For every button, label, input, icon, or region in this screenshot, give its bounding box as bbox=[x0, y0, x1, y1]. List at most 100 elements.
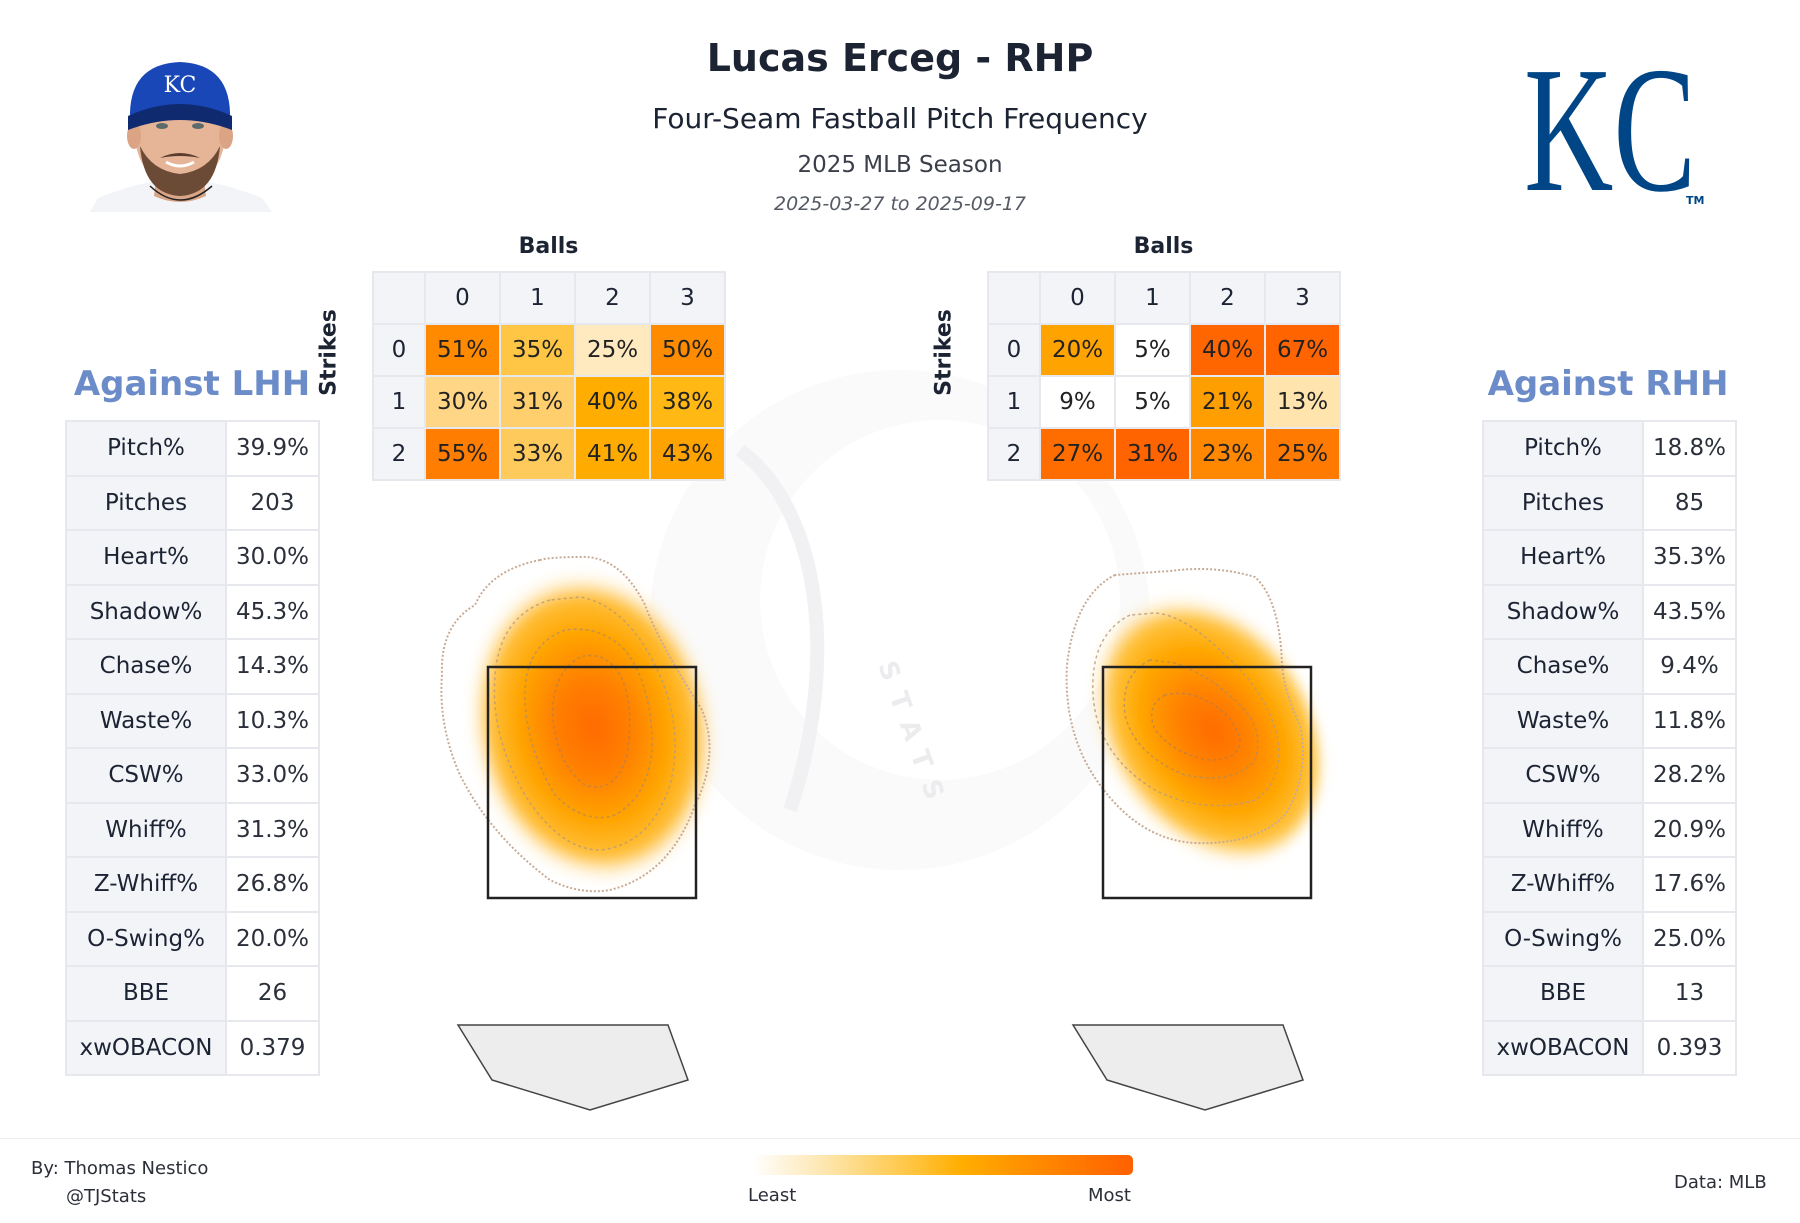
contour-line bbox=[440, 555, 711, 893]
stat-row: CSW% 33.0% bbox=[65, 747, 320, 804]
stat-value: 85 bbox=[1642, 474, 1737, 531]
stat-value: 11.8% bbox=[1642, 692, 1737, 749]
count-cell: 40% bbox=[574, 375, 651, 429]
count-cell: 55% bbox=[424, 427, 501, 481]
stat-label: Shadow% bbox=[1482, 583, 1644, 640]
stat-value: 20.9% bbox=[1642, 801, 1737, 858]
ball-header: 3 bbox=[649, 271, 726, 325]
stat-row: Waste% 10.3% bbox=[65, 692, 320, 749]
stat-row: BBE 26 bbox=[65, 965, 320, 1022]
strike-header: 0 bbox=[987, 323, 1041, 377]
count-cell: 27% bbox=[1039, 427, 1116, 481]
ball-header: 0 bbox=[1039, 271, 1116, 325]
contour-line bbox=[1065, 568, 1304, 845]
rhh-title: Against RHH bbox=[1487, 364, 1729, 404]
stat-value: 25.0% bbox=[1642, 910, 1737, 967]
stat-label: Shadow% bbox=[65, 583, 227, 640]
author-credit: By: Thomas Nestico bbox=[31, 1158, 209, 1179]
count-corner bbox=[372, 271, 426, 325]
stat-label: Z-Whiff% bbox=[65, 856, 227, 913]
strike-zone bbox=[486, 665, 698, 900]
stat-value: 0.393 bbox=[1642, 1019, 1737, 1076]
stat-row: Heart% 30.0% bbox=[65, 529, 320, 586]
balls-axis-label-rhh: Balls bbox=[1133, 234, 1194, 259]
balls-axis-label-lhh: Balls bbox=[518, 234, 579, 259]
stat-value: 20.0% bbox=[225, 910, 320, 967]
count-cell: 51% bbox=[424, 323, 501, 377]
legend-least-label: Least bbox=[748, 1185, 797, 1206]
count-cell: 25% bbox=[1264, 427, 1341, 481]
count-cell: 5% bbox=[1114, 323, 1191, 377]
stat-value: 28.2% bbox=[1642, 747, 1737, 804]
density-blob bbox=[1070, 586, 1320, 864]
stat-label: Heart% bbox=[1482, 529, 1644, 586]
stat-value: 18.8% bbox=[1642, 420, 1737, 477]
stat-row: BBE 13 bbox=[1482, 965, 1737, 1022]
stat-row: O-Swing% 20.0% bbox=[65, 910, 320, 967]
stat-label: O-Swing% bbox=[1482, 910, 1644, 967]
stat-label: Chase% bbox=[1482, 638, 1644, 695]
count-cell: 31% bbox=[499, 375, 576, 429]
home-plate bbox=[1071, 1024, 1304, 1111]
stat-value: 17.6% bbox=[1642, 856, 1737, 913]
home-plate bbox=[456, 1024, 689, 1111]
count-cell: 30% bbox=[424, 375, 501, 429]
count-cell: 50% bbox=[649, 323, 726, 377]
stat-row: Whiff% 31.3% bbox=[65, 801, 320, 858]
season-label: 2025 MLB Season bbox=[797, 152, 1003, 178]
stats-table-rhh: Pitch% 18.8% Pitches 85 Heart% 35.3% Shadow% 43… bbox=[1482, 420, 1737, 1076]
count-cell: 41% bbox=[574, 427, 651, 481]
count-cell: 23% bbox=[1189, 427, 1266, 481]
team-logo: KC TM bbox=[1520, 30, 1710, 229]
author-handle: @TJStats bbox=[66, 1186, 147, 1207]
stat-label: Pitches bbox=[65, 474, 227, 531]
stat-label: CSW% bbox=[1482, 747, 1644, 804]
count-cell: 33% bbox=[499, 427, 576, 481]
stat-row: CSW% 28.2% bbox=[1482, 747, 1737, 804]
stat-row: xwOBACON 0.393 bbox=[1482, 1019, 1737, 1076]
stat-value: 9.4% bbox=[1642, 638, 1737, 695]
stat-row: Waste% 11.8% bbox=[1482, 692, 1737, 749]
strikes-axis-label-rhh: Strikes bbox=[931, 309, 957, 396]
stat-row: Chase% 14.3% bbox=[65, 638, 320, 695]
stat-label: Chase% bbox=[65, 638, 227, 695]
stat-label: Whiff% bbox=[65, 801, 227, 858]
count-cell: 25% bbox=[574, 323, 651, 377]
count-cell: 31% bbox=[1114, 427, 1191, 481]
stat-value: 0.379 bbox=[225, 1019, 320, 1076]
stat-value: 10.3% bbox=[225, 692, 320, 749]
date-range: 2025-03-27 to 2025-09-17 bbox=[774, 193, 1026, 215]
cap-logo-text: KC bbox=[164, 73, 197, 98]
stat-value: 39.9% bbox=[225, 420, 320, 477]
ball-header: 2 bbox=[574, 271, 651, 325]
count-table-rhh: 0 1 2 3 0 20% 5% 40% 67% 1 9% 5% 21% 13%… bbox=[987, 271, 1341, 481]
stat-label: Whiff% bbox=[1482, 801, 1644, 858]
ball-header: 1 bbox=[1114, 271, 1191, 325]
strike-zone bbox=[1101, 665, 1313, 900]
ball-header: 0 bbox=[424, 271, 501, 325]
strike-header: 2 bbox=[372, 427, 426, 481]
ball-header: 2 bbox=[1189, 271, 1266, 325]
count-cell: 9% bbox=[1039, 375, 1116, 429]
stat-label: xwOBACON bbox=[65, 1019, 227, 1076]
count-cell: 67% bbox=[1264, 323, 1341, 377]
stat-row: O-Swing% 25.0% bbox=[1482, 910, 1737, 967]
stat-value: 26.8% bbox=[225, 856, 320, 913]
legend-most-label: Most bbox=[1088, 1185, 1131, 1206]
cap bbox=[129, 62, 231, 120]
strike-header: 0 bbox=[372, 323, 426, 377]
ball-header: 1 bbox=[499, 271, 576, 325]
stat-row: Whiff% 20.9% bbox=[1482, 801, 1737, 858]
stat-label: Pitch% bbox=[65, 420, 227, 477]
stat-label: Waste% bbox=[1482, 692, 1644, 749]
footer-divider bbox=[0, 1138, 1800, 1139]
count-table-lhh: 0 1 2 3 0 51% 35% 25% 50% 1 30% 31% 40% … bbox=[372, 271, 726, 481]
stat-row: Pitches 203 bbox=[65, 474, 320, 531]
stat-row: Pitch% 18.8% bbox=[1482, 420, 1737, 477]
stat-label: Waste% bbox=[65, 692, 227, 749]
stat-row: Shadow% 45.3% bbox=[65, 583, 320, 640]
ball-header: 3 bbox=[1264, 271, 1341, 325]
strike-header: 2 bbox=[987, 427, 1041, 481]
watermark-logo: STATS bbox=[650, 370, 1150, 870]
count-cell: 38% bbox=[649, 375, 726, 429]
